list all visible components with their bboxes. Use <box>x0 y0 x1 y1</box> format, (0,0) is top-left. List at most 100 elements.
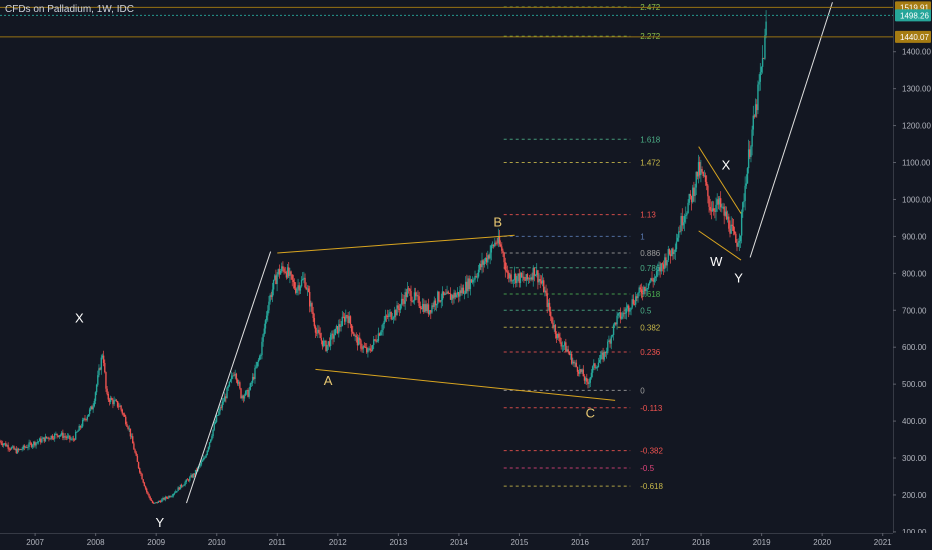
candle-body <box>757 84 759 111</box>
candle-body <box>300 279 303 287</box>
candle-body <box>588 382 590 384</box>
candle-body <box>724 211 727 216</box>
candle-body <box>533 267 536 276</box>
candle-body <box>410 290 412 301</box>
candle-body <box>573 361 575 364</box>
candle-body <box>370 350 373 352</box>
candle-body <box>105 372 107 389</box>
candle-body <box>42 437 44 439</box>
candle-body <box>58 435 61 437</box>
candle-body <box>537 270 539 283</box>
candle-body <box>731 224 734 227</box>
candle-body <box>374 339 376 341</box>
candle-body <box>357 337 360 346</box>
candle-body <box>640 289 643 294</box>
candle-body <box>76 431 78 433</box>
candle-body <box>496 242 498 244</box>
candle-body <box>168 496 170 498</box>
candle-body <box>744 185 746 202</box>
candle-body <box>244 391 247 396</box>
candle-body <box>271 289 274 297</box>
candle-body <box>285 272 288 278</box>
candle-body <box>526 274 529 280</box>
candle-body <box>307 288 310 292</box>
candle-body <box>71 438 73 440</box>
candle-body <box>296 288 298 293</box>
time-axis[interactable]: 2007 2008 2009 2010 2011 2012 2013 2014 2015 2016… <box>0 533 932 550</box>
candle-body <box>213 423 215 430</box>
candle-body <box>633 303 636 305</box>
candle-body <box>7 445 9 449</box>
candle-body <box>166 497 169 499</box>
price-tag-label: 1440.07 <box>900 33 929 42</box>
candle-body <box>510 274 512 282</box>
candle-body <box>470 279 473 283</box>
candle-body <box>98 368 100 376</box>
price-axis-panel <box>893 0 932 550</box>
candle-body <box>290 271 292 275</box>
trendlines[interactable] <box>185 2 833 504</box>
price-tick-label: 500.00 <box>902 380 927 389</box>
wave-label: Y <box>155 515 164 530</box>
candle-body <box>12 446 14 448</box>
candle-body <box>57 435 59 437</box>
candle-body <box>218 411 220 416</box>
candle-body <box>5 443 7 447</box>
candle-body <box>504 262 506 271</box>
candle-body <box>572 361 574 364</box>
candle-body <box>277 269 279 275</box>
candle-body <box>269 295 271 302</box>
candle-body <box>669 254 672 257</box>
price-tag-label: 1498.26 <box>900 11 929 20</box>
candle-body <box>272 279 275 290</box>
candle-body <box>328 341 331 347</box>
candle-body <box>681 216 683 226</box>
candle-body <box>398 308 401 310</box>
candle-body <box>64 436 66 438</box>
candle-body <box>152 503 155 504</box>
candle-body <box>149 496 151 500</box>
candle-body <box>612 324 615 336</box>
price-tick-label: 1100.00 <box>902 159 931 168</box>
candle-body <box>342 316 345 318</box>
candle-body <box>336 326 339 334</box>
candle-body <box>236 379 239 384</box>
candle-body <box>695 171 697 188</box>
price-axis[interactable]: 100.00 200.00 300.00 400.00 500.00 600.00 700.… <box>893 0 932 550</box>
candle-body <box>306 288 309 290</box>
candle-body <box>230 375 233 380</box>
candle-body <box>456 292 459 295</box>
candle-body <box>263 328 265 335</box>
candle-body <box>126 423 128 427</box>
candle-body <box>145 488 148 492</box>
candle-body <box>318 329 320 334</box>
candle-body <box>543 280 545 293</box>
candle-body <box>487 255 489 263</box>
candle-body <box>237 382 240 384</box>
candle-body <box>73 439 76 441</box>
candle-body <box>334 328 337 336</box>
candle-body <box>201 460 204 462</box>
candle-body <box>513 273 516 280</box>
candle-body <box>104 362 106 373</box>
candle-body <box>385 315 388 317</box>
candle-body <box>467 278 469 292</box>
candle-body <box>182 485 184 487</box>
candle-body <box>694 187 696 197</box>
candle-body <box>502 250 504 254</box>
candle-body <box>667 249 669 261</box>
candle-body <box>56 433 58 436</box>
candle-body <box>293 281 296 289</box>
candle-body <box>360 340 362 349</box>
candle-body <box>44 436 47 442</box>
candle-body <box>647 283 650 289</box>
candle-body <box>605 351 608 354</box>
candle-body <box>402 298 404 301</box>
candle-body <box>66 436 69 438</box>
candle-body <box>664 257 666 269</box>
candle-body <box>55 433 57 435</box>
candle-body <box>707 185 709 197</box>
candle-body <box>151 500 154 504</box>
trendline <box>749 2 833 258</box>
